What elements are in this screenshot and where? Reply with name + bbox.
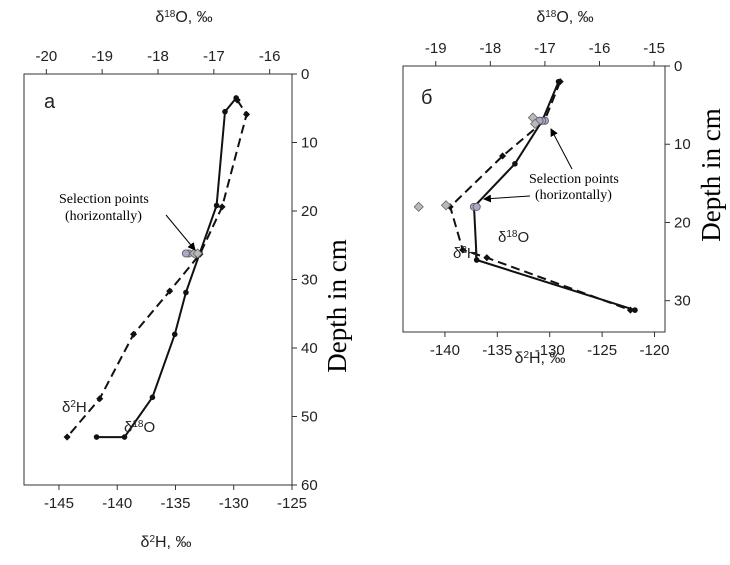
panel-a-top-tick-label: -18 bbox=[147, 48, 169, 65]
panel-a-top-tick-label: -17 bbox=[203, 48, 225, 65]
depth-axis-title-panel-a: Depth in cm bbox=[322, 239, 352, 372]
panel-b-selection-annotation: Selection points (horizontally) bbox=[483, 128, 619, 203]
panel-a-d2h-point bbox=[129, 330, 138, 338]
panel-a-top-tick-label: -16 bbox=[259, 48, 281, 65]
panel-a-frame bbox=[23, 73, 293, 486]
panel-b-bottom-tick-label: -130 bbox=[535, 342, 565, 359]
panel-a-d18o-point bbox=[222, 108, 228, 115]
panel-a-depth-tick-label: 40 bbox=[301, 340, 318, 357]
panel-a-d2h-point bbox=[218, 203, 226, 211]
panel-a-series-layer bbox=[63, 95, 251, 441]
panel-a-d18o-point bbox=[171, 331, 178, 338]
panel-b-d2h-point bbox=[483, 254, 491, 262]
panel-a-top-axis: -20 -19 -18 -17 -16 bbox=[35, 48, 281, 74]
panel-b-bottom-tick-label: -135 bbox=[482, 342, 512, 359]
panel-b-d2h-point bbox=[459, 246, 467, 254]
panel-b-top-tick-label: -17 bbox=[534, 40, 556, 57]
panel-a-d18o-point bbox=[183, 289, 189, 296]
panel-a-d2h-series-line bbox=[66, 99, 248, 438]
depth-axis-title-panel-b: Depth in cm bbox=[696, 108, 726, 241]
panel-b-top-axis: -19 -18 -17 -16 -15 bbox=[425, 40, 665, 66]
panel-b-selection-point bbox=[440, 200, 452, 211]
panel-a-depth-tick-label: 20 bbox=[301, 203, 318, 220]
panel-a-d2h-point bbox=[166, 287, 174, 295]
panel-b-label: б bbox=[421, 87, 432, 109]
panel-a-top-tick-label: -19 bbox=[91, 48, 113, 65]
panel-a-depth-tick-label: 50 bbox=[301, 409, 318, 426]
panel-a-bottom-tick-label: -125 bbox=[277, 495, 307, 512]
panel-a-depth-tick-label: 0 bbox=[301, 66, 309, 83]
panel-b-selection-point bbox=[413, 201, 424, 212]
panel-a-d2h-point bbox=[63, 433, 71, 441]
panel-b-d18o-series-line bbox=[473, 81, 636, 312]
panel-b-depth-tick-label: 20 bbox=[674, 214, 691, 231]
panel-a-d2h-point bbox=[96, 395, 104, 403]
panel-b-annotation-line-2: (horizontally) bbox=[535, 188, 612, 203]
panel-b-top-tick-label: -18 bbox=[479, 40, 501, 57]
panel-b-depth-tick-label: 10 bbox=[674, 136, 691, 153]
panel-b-selection-points bbox=[413, 112, 549, 212]
panel-a-d18o-point bbox=[149, 394, 156, 401]
panel-a-selection-annotation: Selection points (horizontally) bbox=[59, 192, 196, 251]
panel-a-depth-tick-label: 60 bbox=[301, 477, 318, 494]
panel-a-annotation-line-1: Selection points bbox=[59, 192, 149, 207]
panel-b-d2h-point bbox=[499, 152, 507, 160]
panel-b-d2h-point bbox=[556, 78, 564, 86]
panel-b-top-tick-label: -19 bbox=[425, 40, 447, 57]
panel-b-annotation-arrow-upper bbox=[550, 128, 573, 170]
panel-a-selection-point bbox=[181, 249, 190, 258]
panel-a-d2h-series-label: δ2H bbox=[62, 399, 87, 417]
panel-a-selection-points bbox=[181, 248, 203, 259]
panel-b-bottom-tick-label: -125 bbox=[587, 342, 617, 359]
panel-a-bottom-tick-label: -140 bbox=[102, 495, 132, 512]
panel-b-top-axis-title: δ18O, ‰ bbox=[536, 9, 593, 27]
panel-a-d2h-point bbox=[243, 110, 251, 118]
panel-a-bottom-tick-label: -145 bbox=[44, 495, 74, 512]
panel-b-d18o-series-label: δ18O bbox=[498, 229, 529, 247]
panel-a-annotation-line-2: (horizontally) bbox=[65, 209, 142, 224]
panel-b-bottom-axis-title: δ2H, ‰ bbox=[515, 350, 566, 368]
panel-b-selection-point bbox=[472, 202, 481, 211]
panel-b-annotation-line-1: Selection points bbox=[529, 172, 619, 187]
panel-a-d2h-point bbox=[233, 96, 241, 104]
panel-a-d18o-point bbox=[121, 434, 128, 440]
panel-b-d18o-point bbox=[473, 257, 480, 263]
panel-a-depth-tick-label: 30 bbox=[301, 272, 318, 289]
panel-a-d18o-series-line bbox=[96, 97, 237, 439]
panel-b-depth-tick-label: 0 bbox=[674, 58, 682, 75]
panel-b-bottom-tick-label: -140 bbox=[430, 342, 460, 359]
panel-b-top-tick-label: -16 bbox=[589, 40, 611, 57]
panel-a-depth-tick-label: 10 bbox=[301, 135, 318, 152]
panel-a-bottom-axis: -145 -140 -135 -130 -125 bbox=[44, 485, 307, 512]
panel-a-d18o-point bbox=[93, 434, 100, 440]
panel-a-d18o-point bbox=[213, 202, 220, 209]
panel-b-top-tick-label: -15 bbox=[643, 40, 665, 57]
panel-a-right-axis: 0 10 20 30 40 50 60 bbox=[292, 66, 318, 494]
panel-a-top-tick-label: -20 bbox=[35, 48, 57, 65]
panel-b-d2h-point bbox=[626, 306, 634, 314]
panel-a-bottom-tick-label: -130 bbox=[219, 495, 249, 512]
panel-b-depth-tick-label: 30 bbox=[674, 293, 691, 310]
panel-a: а -20 -19 -18 -17 -16 -145 -140 -135 -130 -125 0… bbox=[23, 9, 318, 552]
panel-a-annotation-arrow bbox=[165, 214, 196, 251]
panel-a-bottom-tick-label: -135 bbox=[160, 495, 190, 512]
panel-b-selection-point bbox=[529, 118, 541, 129]
panel-b-frame bbox=[402, 65, 666, 333]
panel-a-label: а bbox=[44, 91, 56, 113]
panel-a-selection-point bbox=[192, 248, 203, 259]
panel-a-d18o-series-label: δ18O bbox=[124, 419, 155, 437]
panel-b-d18o-point bbox=[632, 307, 638, 313]
panel-b-right-axis: 0 10 20 30 bbox=[665, 58, 691, 310]
panel-b-bottom-axis: -140 -135 -130 -125 -120 bbox=[430, 332, 670, 359]
panel-a-top-axis-title: δ18O, ‰ bbox=[155, 9, 212, 27]
panel-b-annotation-arrow-lower bbox=[483, 194, 531, 203]
panel-b-bottom-tick-label: -120 bbox=[640, 342, 670, 359]
panel-b: б -19 -18 -17 -16 -15 -140 -135 -130 -125 -120 0… bbox=[402, 9, 691, 368]
panel-b-d18o-point bbox=[512, 160, 518, 167]
panel-a-bottom-axis-title: δ2H, ‰ bbox=[141, 534, 192, 552]
panel-b-d2h-series-label: δ2H bbox=[453, 245, 478, 263]
